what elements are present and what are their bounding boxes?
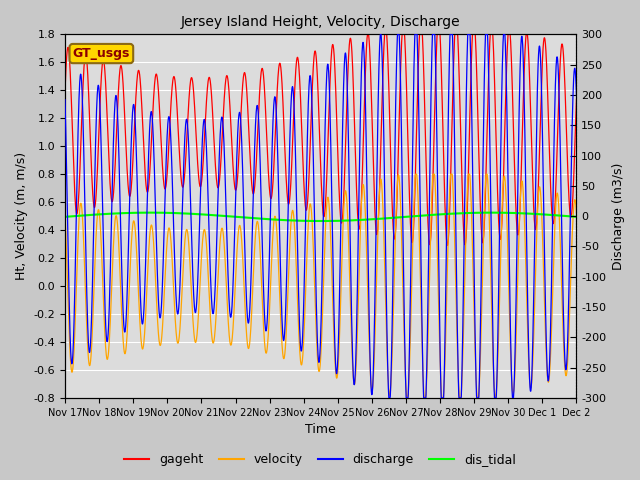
Y-axis label: Ht, Velocity (m, m/s): Ht, Velocity (m, m/s) [15,152,28,280]
Legend: gageht, velocity, discharge, dis_tidal: gageht, velocity, discharge, dis_tidal [119,448,521,471]
Text: GT_usgs: GT_usgs [73,47,130,60]
Title: Jersey Island Height, Velocity, Discharge: Jersey Island Height, Velocity, Discharg… [181,15,461,29]
Y-axis label: Discharge (m3/s): Discharge (m3/s) [612,162,625,270]
X-axis label: Time: Time [305,423,336,436]
